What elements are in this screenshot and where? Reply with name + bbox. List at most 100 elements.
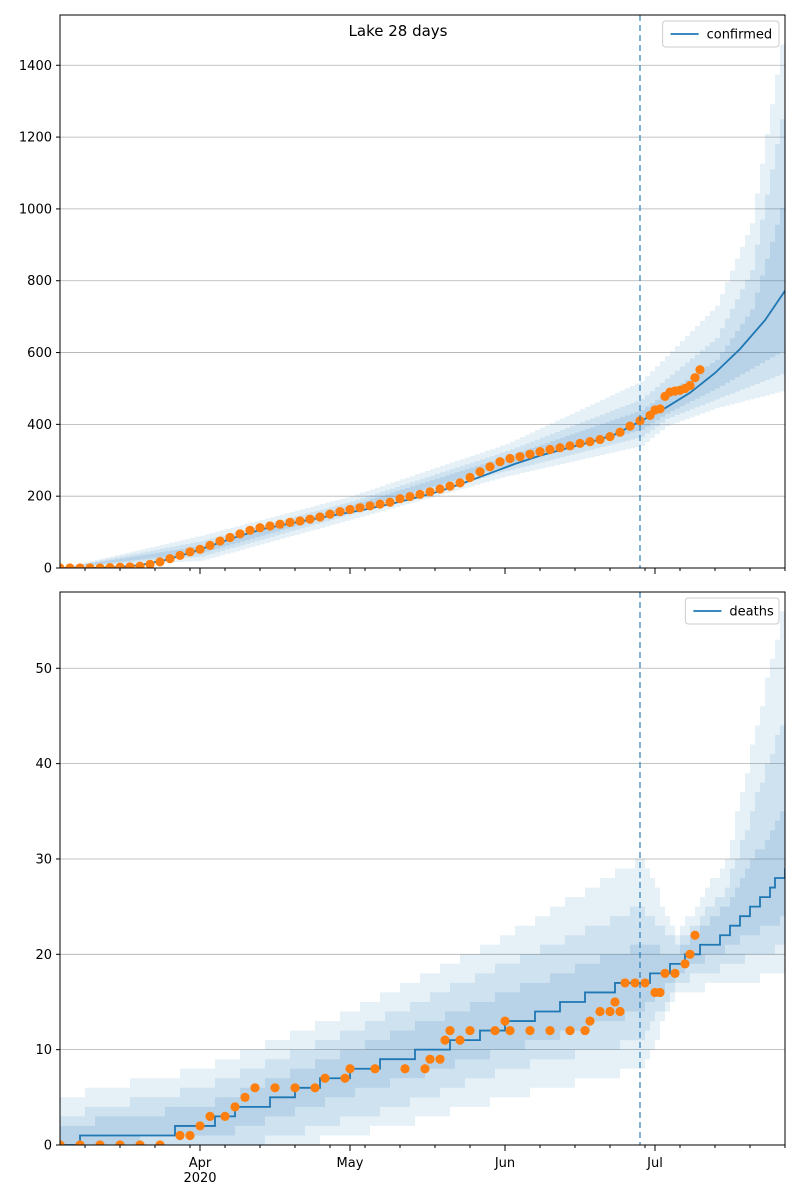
observed-point	[265, 521, 275, 531]
observed-point	[445, 481, 455, 491]
observed-point	[340, 1073, 350, 1083]
observed-point	[125, 562, 135, 568]
observed-point	[395, 494, 405, 504]
observed-point	[385, 497, 395, 507]
legend-box	[662, 20, 780, 48]
observed-point	[345, 504, 355, 515]
observed-point	[325, 509, 335, 519]
observed-point	[175, 550, 185, 561]
observed-point	[690, 373, 700, 383]
observed-point	[95, 1140, 105, 1145]
observed-point	[155, 1140, 165, 1145]
y-tick-label: 0	[44, 1139, 52, 1154]
observed-point	[270, 1083, 280, 1093]
observed-point	[165, 554, 175, 564]
observed-point	[620, 978, 630, 988]
observed-point	[695, 365, 705, 375]
observed-point	[680, 959, 690, 969]
observed-point	[185, 547, 195, 557]
plot-area	[60, 15, 785, 568]
y-tick-label: 400	[27, 418, 52, 433]
confirmed-panel: 0 200 400 600 800 1000 1200 1400 confirmed	[19, 14, 786, 577]
observed-point	[240, 1092, 250, 1102]
observed-point	[230, 1102, 240, 1112]
observed-point	[205, 540, 215, 550]
legend-label: deaths	[729, 605, 774, 620]
observed-point	[235, 529, 245, 539]
observed-point	[310, 1083, 320, 1093]
y-tick-label: 200	[27, 490, 52, 505]
y-tick-label: 30	[35, 852, 52, 867]
observed-point	[145, 559, 155, 568]
observed-point	[425, 487, 435, 497]
observed-point	[85, 563, 95, 568]
x-tick-sublabel: 2020	[183, 1171, 216, 1186]
observed-point	[370, 1064, 380, 1074]
y-tick-label: 1400	[19, 59, 52, 74]
observed-point	[195, 1121, 205, 1131]
y-tick-label: 600	[27, 346, 52, 361]
model-line-confirmed	[60, 290, 785, 568]
observed-point	[500, 1016, 510, 1026]
observed-point	[65, 563, 75, 568]
axes-frame	[59, 14, 786, 569]
observed-point	[565, 1025, 575, 1036]
observed-point	[555, 443, 565, 453]
observed-point	[220, 1111, 230, 1121]
observed-point	[335, 507, 345, 517]
observed-point	[75, 1140, 85, 1145]
observed-point	[225, 532, 235, 543]
x-tick-label: Jun	[494, 1156, 515, 1171]
observed-point	[690, 930, 700, 940]
observed-point	[535, 447, 545, 457]
observed-point	[375, 499, 385, 509]
observed-point	[595, 434, 605, 445]
observed-point	[455, 478, 465, 488]
observed-point	[545, 444, 555, 455]
legend-box	[684, 597, 780, 625]
y-tick-label: 1000	[19, 202, 52, 217]
chart-title: Lake 28 days	[349, 22, 448, 40]
x-tick-label: May	[337, 1156, 364, 1171]
observed-point	[465, 1025, 475, 1036]
observed-point	[585, 437, 595, 447]
observed-point	[545, 1025, 555, 1036]
confidence-band-outer	[60, 592, 785, 1145]
observed-point	[505, 453, 515, 464]
observed-point	[585, 1016, 595, 1026]
confidence-band-mid	[60, 706, 785, 1145]
y-tick-label: 1200	[19, 131, 52, 146]
observed-point	[215, 536, 225, 546]
observed-point	[490, 1025, 500, 1036]
model-line-deaths	[60, 868, 785, 1145]
observed-point	[435, 484, 445, 494]
observed-point	[415, 489, 425, 499]
observed-point	[615, 1006, 625, 1017]
observed-point	[485, 462, 495, 472]
observed-point	[250, 1083, 260, 1093]
observed-point	[405, 491, 415, 502]
observed-point	[400, 1064, 410, 1074]
y-tick-label: 800	[27, 274, 52, 289]
observed-point	[185, 1130, 195, 1141]
observed-point	[95, 563, 105, 568]
observed-point	[605, 1006, 615, 1017]
observed-point	[575, 438, 585, 448]
observed-point	[505, 1025, 515, 1036]
observed-point	[630, 978, 640, 988]
observed-point	[655, 404, 665, 414]
observed-point	[475, 467, 485, 477]
observed-point	[455, 1035, 465, 1045]
x-tick-label: Jul	[646, 1156, 663, 1171]
observed-point	[685, 949, 695, 959]
x-tick-label: Apr	[189, 1156, 212, 1171]
observed-point	[105, 563, 115, 568]
observed-point	[655, 987, 665, 998]
observed-point	[255, 523, 265, 533]
observed-point	[365, 501, 375, 511]
observed-point	[615, 427, 625, 437]
observed-point	[605, 431, 615, 442]
observed-point	[60, 1140, 65, 1145]
observed-point	[345, 1064, 355, 1074]
